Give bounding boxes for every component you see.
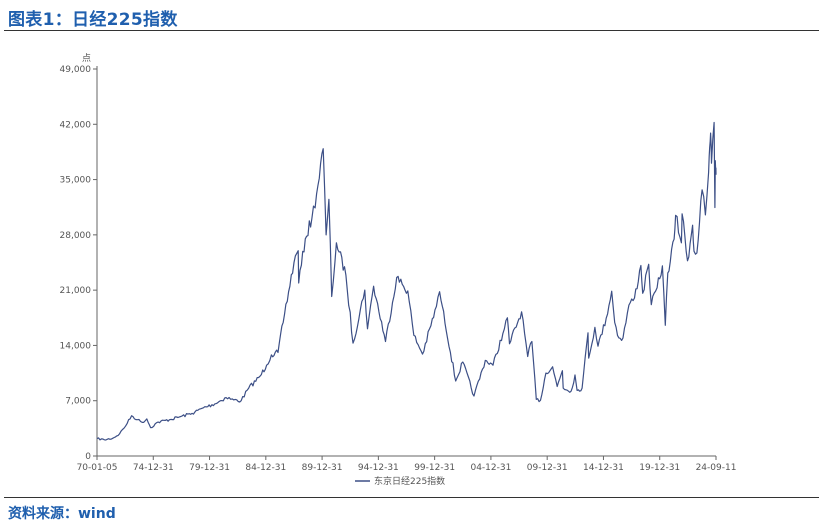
y-tick-label: 42,000 xyxy=(60,120,92,130)
y-tick-label: 14,000 xyxy=(60,341,92,351)
source-note: 资料来源：wind xyxy=(8,506,116,522)
title-divider xyxy=(4,30,819,31)
line-chart: 点 0 7,000 14,000 21,000 28,000 35,000 42,000 49… xyxy=(60,53,737,487)
y-tick-label: 21,000 xyxy=(60,286,92,296)
x-tick-label: 19-12-31 xyxy=(639,463,680,473)
y-unit-label: 点 xyxy=(82,53,91,64)
x-tick-label: 24-09-11 xyxy=(696,463,737,473)
y-tick-label: 28,000 xyxy=(60,231,92,241)
x-tick-label: 99-12-31 xyxy=(414,463,455,473)
figure-title: 图表1：日经225指数 xyxy=(8,10,178,30)
x-tick-label: 89-12-31 xyxy=(302,463,343,473)
x-tick-label: 74-12-31 xyxy=(133,463,174,473)
x-tick-label: 70-01-05 xyxy=(77,463,118,473)
x-tick-label: 04-12-31 xyxy=(470,463,511,473)
legend: 东京日经225指数 xyxy=(355,475,445,487)
x-tick-label: 09-12-31 xyxy=(527,463,568,473)
legend-label: 东京日经225指数 xyxy=(374,475,445,487)
y-ticks: 0 7,000 14,000 21,000 28,000 35,000 42,000 49,0… xyxy=(60,65,97,462)
x-tick-label: 94-12-31 xyxy=(358,463,399,473)
x-tick-label: 14-12-31 xyxy=(583,463,624,473)
x-tick-label: 84-12-31 xyxy=(245,463,286,473)
y-tick-label: 49,000 xyxy=(60,65,92,75)
footer-divider xyxy=(4,497,819,498)
y-tick-label: 7,000 xyxy=(65,397,91,407)
x-tick-label: 79-12-31 xyxy=(189,463,230,473)
series-line-nikkei xyxy=(96,121,717,441)
y-tick-label: 35,000 xyxy=(60,176,92,186)
y-tick-label: 0 xyxy=(85,452,91,462)
x-ticks: 70-01-05 74-12-31 79-12-31 84-12-31 89-12-31… xyxy=(77,456,737,473)
